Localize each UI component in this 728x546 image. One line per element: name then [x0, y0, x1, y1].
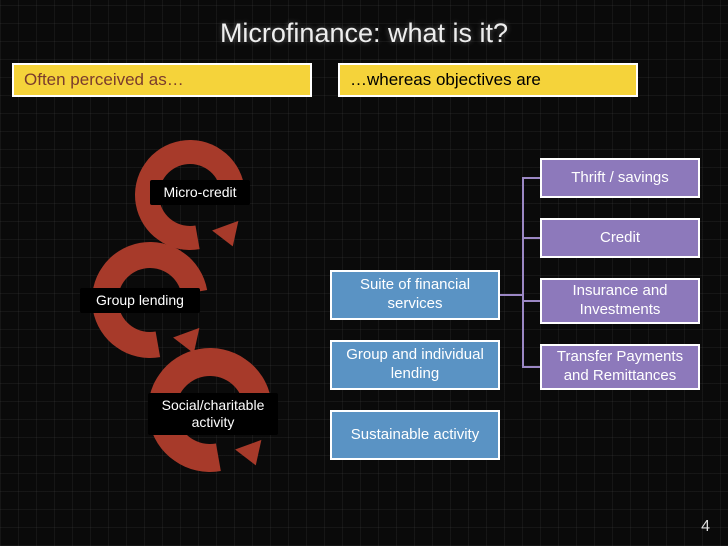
- page-number: 4: [701, 518, 710, 536]
- connector-trunk: [522, 178, 524, 367]
- center-box: Sustainable activity: [330, 410, 500, 460]
- header-left: Often perceived as…: [12, 63, 312, 97]
- header-right-label: …whereas objectives are: [350, 70, 541, 90]
- right-box: Credit: [540, 218, 700, 258]
- title-text: Microfinance: what is it?: [220, 18, 508, 49]
- connector: [500, 294, 522, 296]
- center-box: Group and individual lending: [330, 340, 500, 390]
- arc-label: Social/charitable activity: [148, 393, 278, 435]
- connector-branch: [522, 300, 540, 302]
- header-right: …whereas objectives are: [338, 63, 638, 97]
- right-box: Thrift / savings: [540, 158, 700, 198]
- arc-label: Group lending: [80, 288, 200, 313]
- connector-branch: [522, 237, 540, 239]
- arc-label: Micro-credit: [150, 180, 250, 205]
- slide-title: Microfinance: what is it?: [0, 18, 728, 49]
- connector-branch: [522, 177, 540, 179]
- right-box: Transfer Payments and Remittances: [540, 344, 700, 390]
- header-left-label: Often perceived as…: [24, 70, 184, 90]
- right-box: Insurance and Investments: [540, 278, 700, 324]
- center-box: Suite of financial services: [330, 270, 500, 320]
- connector-branch: [522, 366, 540, 368]
